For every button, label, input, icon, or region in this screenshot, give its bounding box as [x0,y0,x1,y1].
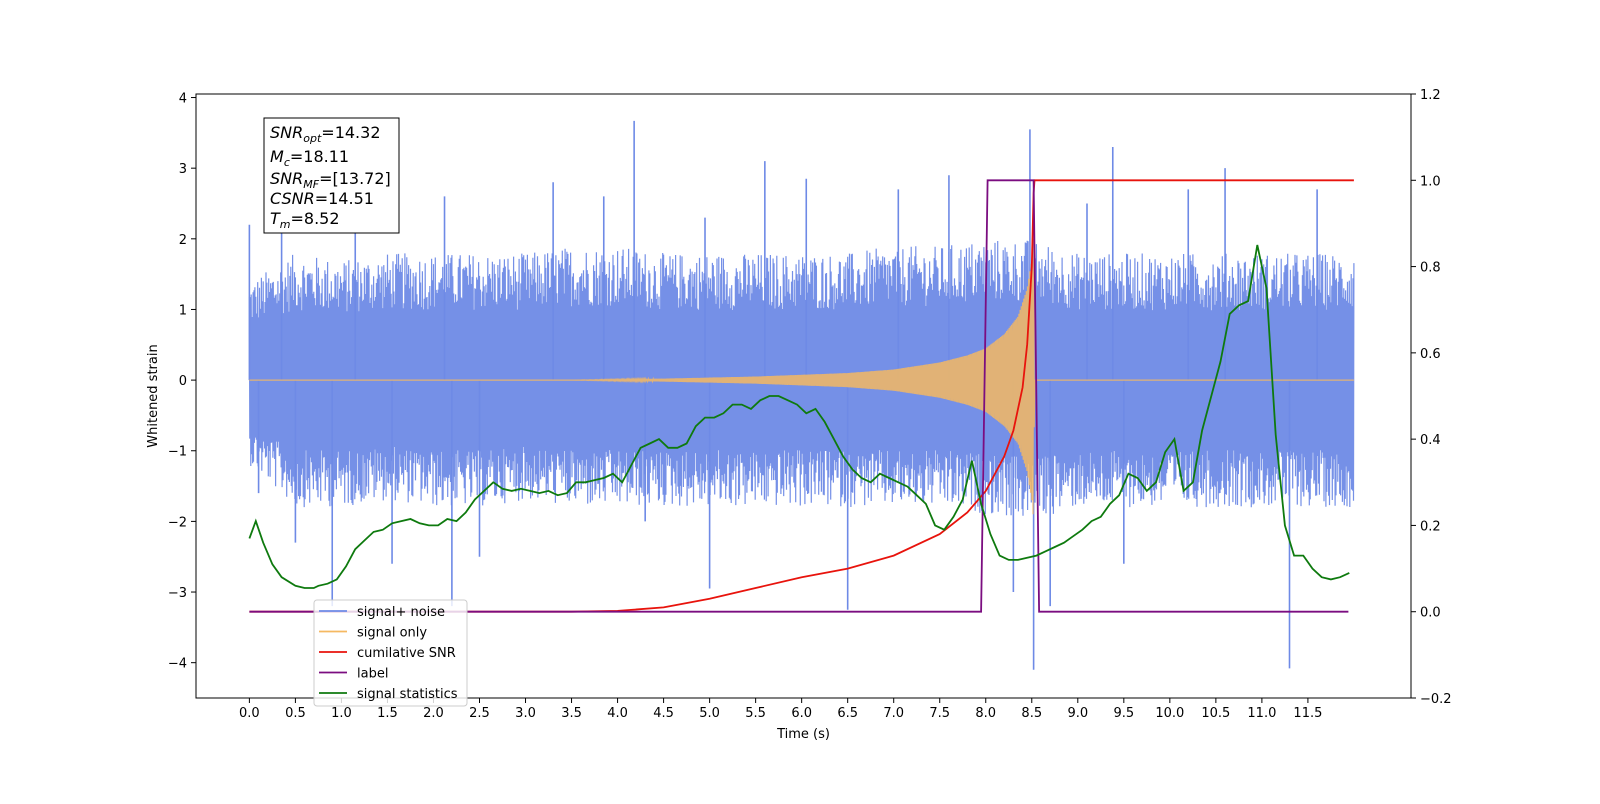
y2-tick-label: 1.2 [1420,88,1441,103]
series-signal-noise [248,120,1355,670]
y-tick-label: 0 [179,374,187,389]
line-trace [248,244,1350,589]
legend-label: cumilative SNR [357,646,456,661]
x-axis: 0.0 0.5 1.0 1.5 2.0 2.5 3.0 3.5 4.0 4.5 5.0 5.5 6.0 6… [239,698,1322,721]
series-signal-statistics [248,244,1350,589]
y-tick-label: 2 [179,233,187,248]
x-tick-label: 4.5 [653,706,674,721]
legend-label: signal statistics [357,687,458,702]
y-tick-label: 4 [179,92,187,107]
x-tick-label: 7.0 [883,706,904,721]
plot-frame [195,93,1412,699]
x-tick-label: 2.5 [469,706,490,721]
y2-tick-label: 0.4 [1420,433,1441,448]
y-tick-label: −4 [168,657,187,672]
x-tick-label: 5.5 [745,706,766,721]
y2-tick-label: 0.2 [1420,519,1441,534]
annotation-snr-opt: SNRopt=14.32 [270,123,381,145]
x-tick-label: 10.5 [1201,706,1230,721]
x-tick-label: 6.0 [791,706,812,721]
y-tick-label: −2 [168,515,187,530]
y-axis-label: Whitened strain [146,344,161,447]
legend-label: signal+ noise [357,605,445,620]
x-tick-label: 8.0 [975,706,996,721]
x-axis-label: Time (s) [776,727,830,742]
y-tick-label: 1 [179,303,187,318]
x-tick-label: 10.0 [1155,706,1184,721]
series-layer [248,120,1355,670]
line-trace [249,179,1354,613]
annotation-mc: Mc=18.11 [270,147,349,169]
x-tick-label: 0.5 [285,706,306,721]
x-tick-label: 6.5 [837,706,858,721]
x-tick-label: 9.5 [1113,706,1134,721]
x-tick-label: 2.0 [423,706,444,721]
x-tick-label: 5.0 [699,706,720,721]
series-signal-only [249,238,1354,515]
annotation-box: SNRopt=14.32 Mc=18.11 SNRMF=[13.72] CSNR… [263,117,400,234]
x-tick-label: 11.5 [1293,706,1322,721]
x-tick-label: 11.0 [1247,706,1276,721]
x-tick-label: 3.0 [515,706,536,721]
legend-label: label [357,667,388,682]
x-tick-label: 4.0 [607,706,628,721]
y-axis-right: 1.2 1.0 0.8 0.6 0.4 0.2 0.0 −0.2 [1411,88,1452,707]
annotation-csnr: CSNR=14.51 [270,189,374,208]
legend-item: signal only [319,626,427,641]
legend: signal+ noise signal only cumilative SNR la… [313,599,468,707]
x-tick-label: 7.5 [929,706,950,721]
y-axis-left: 4 3 2 1 0 −1 −2 −3 −4 [168,92,196,672]
y-tick-label: −3 [168,586,187,601]
y-tick-label: 3 [179,162,187,177]
y2-tick-label: −0.2 [1420,692,1452,707]
x-tick-label: 1.0 [331,706,352,721]
series-label [249,179,1349,613]
noise-trace [248,240,1355,517]
series-cumilative-snr [249,179,1354,613]
x-tick-label: 1.5 [377,706,398,721]
y2-tick-label: 0.6 [1420,347,1441,362]
line-trace [249,179,1349,613]
x-tick-label: 3.5 [561,706,582,721]
y-tick-label: −1 [168,445,187,460]
x-tick-label: 9.0 [1067,706,1088,721]
annotation-tm: Tm=8.52 [270,209,340,231]
y2-tick-label: 0.8 [1420,261,1441,276]
signal-trace [249,238,1354,515]
legend-item: signal+ noise [319,605,445,620]
x-tick-label: 0.0 [239,706,260,721]
legend-item: signal statistics [319,687,458,702]
y2-tick-label: 0.0 [1420,606,1441,621]
annotation-snr-mf: SNRMF=[13.72] [270,169,391,191]
legend-label: signal only [357,626,427,641]
legend-item: label [319,667,388,682]
legend-item: cumilative SNR [319,646,456,661]
x-tick-label: 8.5 [1021,706,1042,721]
y2-tick-label: 1.0 [1420,174,1441,189]
